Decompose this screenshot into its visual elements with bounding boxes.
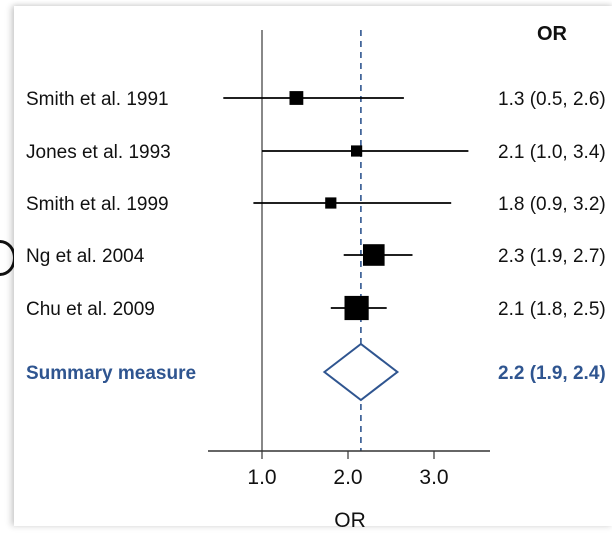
study-label: Ng et al. 2004: [26, 246, 145, 267]
point-estimate-square: [363, 244, 385, 266]
study-label: Smith et al. 1999: [26, 194, 169, 215]
study-label: Chu et al. 2009: [26, 299, 155, 320]
point-estimate-square: [325, 197, 337, 209]
point-estimate-square: [351, 145, 363, 157]
x-tick-label: 2.0: [333, 466, 362, 489]
study-or-value: 1.8 (0.9, 3.2): [498, 194, 606, 215]
x-tick-label: 1.0: [247, 466, 276, 489]
x-axis-title: OR: [334, 509, 366, 532]
study-label: Jones et al. 1993: [26, 142, 171, 163]
summary-diamond: [322, 342, 400, 402]
summary-or-value: 2.2 (1.9, 2.4): [498, 363, 606, 384]
forest-plot-frame: [14, 6, 612, 526]
study-or-value: 2.3 (1.9, 2.7): [498, 246, 606, 267]
study-label: Smith et al. 1991: [26, 89, 169, 110]
x-tick-label: 3.0: [419, 466, 448, 489]
study-or-value: 1.3 (0.5, 2.6): [498, 89, 606, 110]
study-or-value: 2.1 (1.8, 2.5): [498, 299, 606, 320]
point-estimate-square: [289, 91, 304, 105]
summary-label: Summary measure: [26, 363, 196, 384]
point-estimate-square: [344, 295, 369, 321]
study-or-value: 2.1 (1.0, 3.4): [498, 142, 606, 163]
column-header: OR: [537, 23, 568, 45]
